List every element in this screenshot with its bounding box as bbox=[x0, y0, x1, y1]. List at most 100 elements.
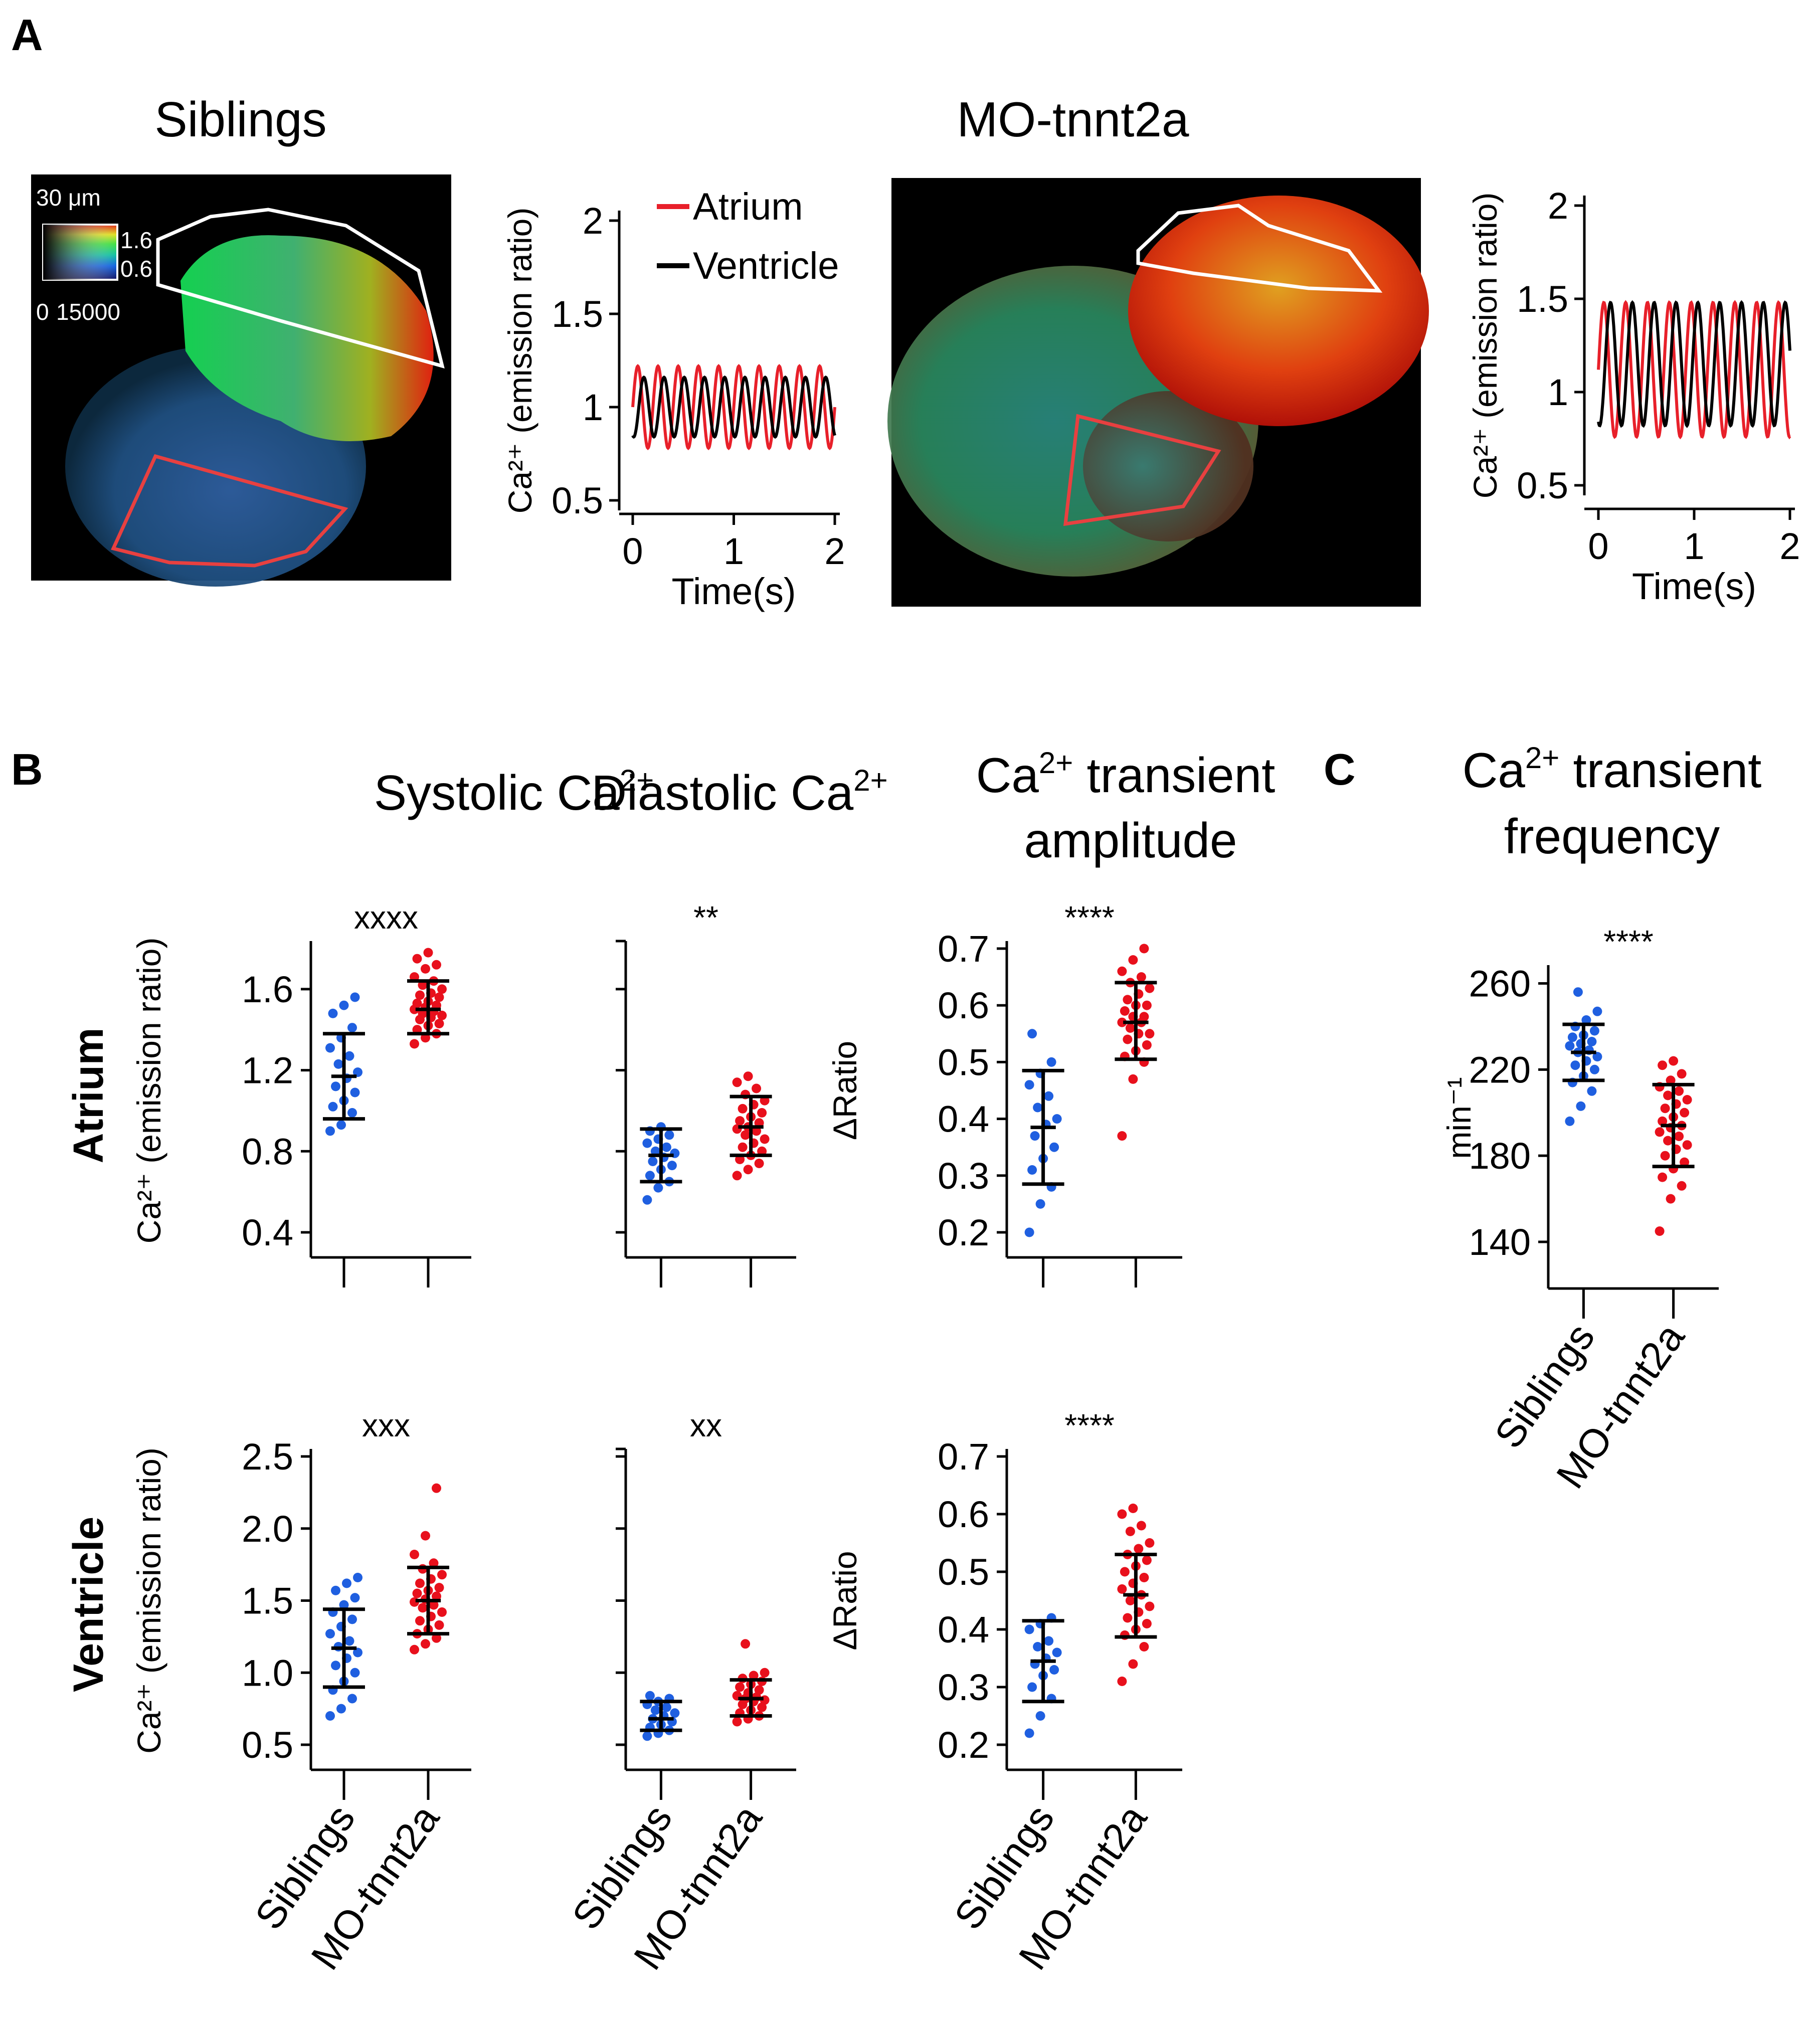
diastolic-title-text: Diastolic Ca bbox=[591, 765, 853, 820]
data-point bbox=[1136, 1521, 1146, 1531]
data-point bbox=[347, 1108, 357, 1118]
data-point bbox=[1573, 987, 1583, 997]
data-point bbox=[1024, 1728, 1034, 1738]
significance-label: xx bbox=[690, 1407, 722, 1443]
data-point bbox=[410, 1550, 419, 1559]
data-point bbox=[350, 1593, 360, 1603]
data-point bbox=[339, 1000, 349, 1010]
trace-x-tick-label: 1 bbox=[1684, 525, 1704, 567]
data-point bbox=[434, 1583, 444, 1593]
trace-x-tick-label: 0 bbox=[622, 530, 643, 572]
data-point bbox=[1125, 1023, 1135, 1033]
c-title-sup: 2+ bbox=[1525, 741, 1559, 775]
data-point bbox=[325, 1126, 335, 1136]
data-point bbox=[749, 1671, 759, 1681]
data-point bbox=[336, 1120, 346, 1130]
data-point bbox=[1663, 1090, 1673, 1100]
data-point bbox=[1589, 1064, 1599, 1074]
data-point bbox=[421, 1639, 430, 1649]
data-point bbox=[1125, 1527, 1135, 1536]
data-point bbox=[1117, 1131, 1127, 1141]
data-point bbox=[1049, 1142, 1059, 1152]
data-point bbox=[1123, 1613, 1133, 1623]
ventricle-trace bbox=[1597, 300, 1791, 428]
trace-x-axis-label: Time(s) bbox=[1632, 566, 1756, 607]
data-point bbox=[1570, 1060, 1580, 1070]
data-point bbox=[421, 964, 430, 974]
significance-label: **** bbox=[1064, 1407, 1115, 1443]
data-point bbox=[1658, 1116, 1668, 1126]
data-point bbox=[1035, 1199, 1045, 1209]
data-point bbox=[735, 1116, 745, 1126]
chart-atrium_amplitude: 0.2 0.3 0.4 0.5 0.6 0.7 ΔRatio **** bbox=[826, 899, 1182, 1287]
data-point bbox=[1660, 1151, 1670, 1161]
y-tick-label: 0.5 bbox=[242, 1724, 293, 1766]
y-axis-label: Ca²⁺ (emission ratio) bbox=[130, 938, 167, 1244]
data-point bbox=[1682, 1140, 1692, 1150]
data-point bbox=[432, 960, 441, 970]
y-tick-label: 0.2 bbox=[938, 1724, 989, 1766]
data-point bbox=[653, 1183, 663, 1193]
data-point bbox=[412, 954, 422, 964]
data-point bbox=[754, 1159, 764, 1168]
data-point bbox=[1145, 1538, 1155, 1548]
data-point bbox=[437, 984, 447, 994]
trace-x-tick-label: 2 bbox=[1779, 525, 1800, 567]
data-point bbox=[1576, 1101, 1586, 1111]
data-point bbox=[741, 1639, 751, 1649]
y-tick-label: 180 bbox=[1469, 1135, 1531, 1177]
trace-y-tick-label: 0.5 bbox=[552, 480, 603, 521]
data-point bbox=[1117, 1677, 1127, 1686]
y-axis-label: ΔRatio bbox=[826, 1551, 863, 1650]
data-point bbox=[1682, 1095, 1692, 1104]
panel-letter-a: A bbox=[11, 10, 43, 60]
data-point bbox=[1033, 1642, 1043, 1651]
data-point bbox=[738, 1103, 748, 1114]
data-point bbox=[1117, 1584, 1127, 1594]
data-point bbox=[1658, 1172, 1668, 1182]
legend-ventricle-label: Ventricle bbox=[693, 245, 839, 287]
y-tick-label: 140 bbox=[1469, 1221, 1531, 1263]
data-point bbox=[437, 1607, 447, 1617]
data-point bbox=[336, 1704, 346, 1714]
y-tick-label: 0.8 bbox=[242, 1131, 293, 1172]
siblings-trace-chart: 0.5 1 1.5 2 0 1 2 Time(s) Ca²⁺ (emission ratio) bbox=[501, 200, 845, 612]
data-point bbox=[1117, 1509, 1127, 1519]
intensity-min-label: 0 bbox=[36, 299, 49, 325]
data-point bbox=[757, 1702, 767, 1712]
y-tick-label: 0.2 bbox=[938, 1212, 989, 1253]
data-point bbox=[1046, 1057, 1056, 1067]
data-point bbox=[642, 1195, 652, 1205]
data-point bbox=[1567, 1032, 1577, 1042]
data-point bbox=[437, 1010, 447, 1020]
data-point bbox=[432, 1633, 441, 1643]
data-point bbox=[1030, 1131, 1040, 1141]
data-point bbox=[648, 1157, 658, 1166]
y-tick-label: 0.4 bbox=[242, 1212, 293, 1253]
colorbar-min-label: 0.6 bbox=[120, 256, 152, 282]
data-point bbox=[1674, 1086, 1684, 1096]
data-point bbox=[1655, 1226, 1665, 1236]
trace-y-tick-label: 0.5 bbox=[1517, 465, 1568, 506]
data-point bbox=[1024, 1227, 1034, 1237]
data-point bbox=[1581, 1015, 1591, 1025]
data-point bbox=[1139, 1573, 1149, 1582]
diastolic-title-sup: 2+ bbox=[853, 764, 887, 797]
data-point bbox=[1145, 1029, 1155, 1039]
data-point bbox=[328, 1101, 338, 1112]
data-point bbox=[412, 1588, 422, 1598]
c-title-1: Ca2+ transient bbox=[1463, 741, 1762, 798]
data-point bbox=[1027, 1165, 1037, 1175]
data-point bbox=[1145, 1601, 1155, 1611]
data-point bbox=[1139, 1642, 1149, 1651]
data-point bbox=[1139, 944, 1149, 954]
data-point bbox=[1677, 1181, 1687, 1191]
trace-y-axis-label: Ca²⁺ (emission ratio) bbox=[1467, 193, 1504, 499]
data-point bbox=[645, 1171, 655, 1181]
data-point bbox=[1123, 995, 1133, 1005]
data-point bbox=[344, 1636, 354, 1646]
data-point bbox=[741, 1130, 751, 1140]
data-point bbox=[1589, 1026, 1599, 1036]
